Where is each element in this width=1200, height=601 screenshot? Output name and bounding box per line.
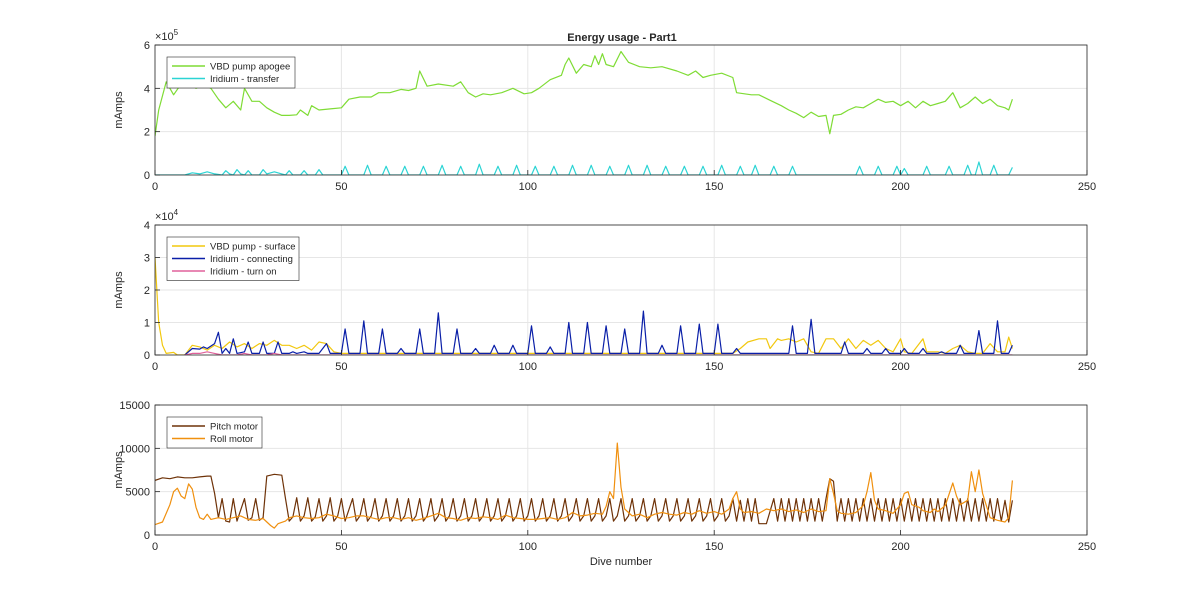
y-tick-label: 4	[144, 220, 150, 232]
series-line-iridium-transfer	[155, 161, 1013, 175]
x-tick-label: 250	[1078, 361, 1096, 373]
x-tick-label: 100	[519, 181, 537, 193]
y-axis-label: mAmps	[113, 271, 125, 309]
y-exponent-label: ×105	[155, 28, 179, 43]
series-group	[155, 257, 1013, 355]
y-tick-label: 0	[144, 530, 150, 542]
y-tick-label: 2	[144, 285, 150, 297]
series-line-roll-motor	[155, 442, 1013, 529]
legend-entry: Iridium - transfer	[210, 74, 279, 85]
x-tick-label: 250	[1078, 181, 1096, 193]
axes-frame	[154, 44, 1088, 176]
subplot-2: 0 50 100 150 200 250 0 1 2 3 4 ×104 mAmps VBD pump - …	[113, 208, 1096, 373]
series-group	[155, 50, 1013, 175]
axes-frame	[154, 404, 1088, 536]
x-tick-label: 50	[335, 361, 347, 373]
series-line-vbd-pump-apogee	[155, 50, 1013, 137]
x-tick-label: 150	[705, 541, 723, 553]
x-tick-label: 150	[705, 181, 723, 193]
x-axis-label: Dive number	[590, 556, 653, 568]
x-tick-label: 50	[335, 541, 347, 553]
y-exponent-label: ×104	[155, 208, 179, 223]
legend-box	[166, 416, 263, 449]
y-tick-label: 3	[144, 253, 150, 265]
y-tick-label: 4	[144, 83, 150, 95]
legend-entry: Roll motor	[210, 434, 253, 445]
y-tick-label: 15000	[119, 400, 150, 412]
legend-entry: VBD pump - surface	[210, 242, 296, 253]
legend-entry: Pitch motor	[210, 422, 258, 433]
legend-entry: Iridium - connecting	[210, 254, 293, 265]
y-tick-label: 0	[144, 350, 150, 362]
subplot-3: 0 50 100 150 200 250 0 5000 10000 15000 mAmps Dive …	[113, 400, 1096, 568]
y-axis-label: mAmps	[113, 451, 125, 489]
x-tick-label: 200	[891, 181, 909, 193]
legend-entry: Iridium - turn on	[210, 267, 277, 278]
y-tick-label: 5000	[126, 487, 150, 499]
x-tick-label: 200	[891, 541, 909, 553]
series-group	[155, 442, 1013, 529]
y-axis-label: mAmps	[113, 91, 125, 129]
x-tick-label: 100	[519, 361, 537, 373]
y-tick-label: 0	[144, 170, 150, 182]
series-line-pitch-motor	[155, 473, 1013, 525]
subplot-1: 0 50 100 150 200 250 0 2 4 6 ×105 mAmps VBD pump apo…	[113, 28, 1096, 193]
y-tick-label: 10000	[119, 443, 150, 455]
legend-entry: VBD pump apogee	[210, 62, 290, 73]
plot-area	[155, 405, 1087, 535]
x-tick-label: 100	[519, 541, 537, 553]
x-tick-label: 200	[891, 361, 909, 373]
x-tick-label: 0	[152, 181, 158, 193]
x-tick-label: 150	[705, 361, 723, 373]
series-line-iridium-turn-on	[184, 351, 1013, 355]
y-tick-label: 6	[144, 40, 150, 52]
series-line-iridium-connecting	[184, 310, 1013, 355]
y-tick-label: 2	[144, 127, 150, 139]
x-tick-label: 0	[152, 361, 158, 373]
legend-box	[166, 56, 296, 89]
x-tick-label: 50	[335, 181, 347, 193]
x-tick-label: 0	[152, 541, 158, 553]
x-tick-label: 250	[1078, 541, 1096, 553]
figure-title: Energy usage - Part1	[567, 32, 676, 44]
y-tick-label: 1	[144, 318, 150, 330]
